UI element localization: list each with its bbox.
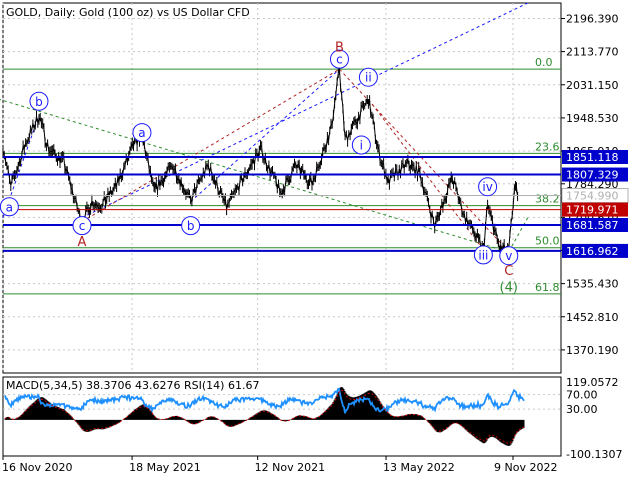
wave-label-i: i — [351, 135, 371, 155]
time-tick-label: 12 Nov 2021 — [255, 461, 325, 474]
price-level-label: 1807.329 — [566, 169, 619, 182]
indicator-tick-label: 30.00 — [566, 403, 598, 416]
wave-label-text: iv — [482, 180, 492, 194]
indicator-tick-label: -100.1307 — [566, 448, 622, 461]
price-level-label: 1719.971 — [566, 204, 619, 217]
price-level-box — [562, 202, 628, 217]
wave-label-A: A — [78, 235, 87, 250]
indicator-tick-label: 119.0572 — [566, 376, 619, 389]
wave-label-circle — [329, 49, 349, 69]
wave-label-text: iii — [478, 248, 488, 262]
wave-label-text: C — [504, 264, 513, 279]
wave-label-text: (4) — [500, 280, 518, 295]
wave-label-iv: iv — [478, 177, 498, 197]
time-tick-label: 9 Nov 2022 — [494, 461, 557, 474]
price-tick-label: 1535.430 — [566, 278, 619, 291]
wave-label-circle — [478, 177, 498, 197]
price-level-box — [562, 243, 628, 258]
time-axis: 16 Nov 2020 18 May 2021 12 Nov 2021 13 May … — [2, 456, 557, 474]
wave-label-b: b — [181, 216, 201, 236]
chart-title: GOLD, Daily: Gold (100 oz) vs US Dollar … — [6, 6, 250, 19]
fib-level-label: 38.2 — [535, 193, 560, 206]
fib-level-label: 61.8 — [535, 281, 560, 294]
wave-label-circle — [473, 245, 493, 265]
wave-label-circle — [0, 197, 19, 217]
price-tick-label: 1370.190 — [566, 344, 619, 357]
wave-label-b: b — [29, 91, 49, 111]
wave-label-circle — [181, 216, 201, 236]
wave-label-circle — [351, 135, 371, 155]
wave-label-circle — [29, 91, 49, 111]
price-level-label: 1616.962 — [566, 245, 619, 258]
price-level-box — [562, 217, 628, 232]
price-tick-label: 1948.530 — [566, 112, 619, 125]
price-grid — [2, 3, 561, 373]
macd-histogram — [4, 387, 525, 446]
wave-label-text: ii — [365, 71, 372, 85]
wave-label-text: b — [35, 95, 43, 109]
wave-label-text: a — [6, 200, 13, 214]
time-tick-label: 18 May 2021 — [129, 461, 201, 474]
wave-label-c: c — [72, 216, 92, 236]
wave-trend-line — [508, 217, 529, 252]
wave-label-text: A — [78, 235, 87, 250]
wave-label-text: a — [138, 126, 145, 140]
wave-label-text: i — [360, 138, 363, 152]
wave-label-4: (4) — [500, 280, 518, 295]
time-tick-label: 16 Nov 2020 — [2, 461, 72, 474]
price-tick-label: 2196.390 — [566, 12, 619, 25]
wave-label-v: v — [499, 246, 519, 266]
wave-label-text: B — [335, 41, 344, 56]
wave-label-B: B — [335, 41, 344, 56]
wave-label-text: c — [79, 219, 86, 233]
wave-label-C: C — [504, 264, 513, 279]
time-tick-label: 13 May 2022 — [383, 461, 455, 474]
wave-label-text: c — [336, 53, 343, 67]
indicator-grid — [3, 394, 561, 410]
wave-label-iii: iii — [473, 245, 493, 265]
price-tick-label: 1452.810 — [566, 311, 619, 324]
price-level-box — [561, 188, 629, 204]
fib-level-label: 50.0 — [535, 235, 560, 248]
indicator-tick-label: 70.00 — [566, 389, 598, 402]
fib-level-label: 23.6 — [535, 140, 560, 153]
support-resistance-levels — [3, 155, 561, 252]
macd-signal-line — [4, 389, 525, 444]
wave-trend-line — [81, 68, 340, 223]
wave-label-circle — [72, 216, 92, 236]
price-level-box — [562, 167, 628, 182]
fib-level-label: 0.0 — [535, 56, 553, 69]
indicator-panel-frame — [2, 376, 562, 457]
wave-label-circle — [132, 123, 152, 143]
price-tick-label: 2113.770 — [566, 46, 619, 59]
wave-label-circle — [358, 67, 378, 87]
wave-label-a: a — [0, 197, 19, 217]
wave-label-text: b — [187, 219, 195, 233]
wave-label-ii: ii — [358, 67, 378, 87]
rsi-line — [4, 387, 525, 414]
macd-histogram-bars — [4, 387, 525, 446]
wave-label-circle — [499, 246, 519, 266]
price-tick-label: 2031.150 — [566, 79, 619, 92]
price-level-label: 1754.990 — [566, 190, 619, 203]
price-level-label: 1681.587 — [566, 219, 619, 232]
wave-trend-line — [81, 2, 529, 219]
wave-label-a: a — [132, 123, 152, 143]
wave-label-text: v — [505, 249, 512, 263]
price-level-label: 1851.118 — [566, 151, 619, 164]
price-level-box — [562, 149, 628, 164]
fibonacci-levels: 0.0 23.6 38.2 50.0 61.8 — [3, 56, 561, 295]
wave-label-c: c — [329, 49, 349, 69]
indicator-label: MACD(5,34,5) 38.3706 43.6276 RSI(14) 61.… — [6, 379, 259, 392]
